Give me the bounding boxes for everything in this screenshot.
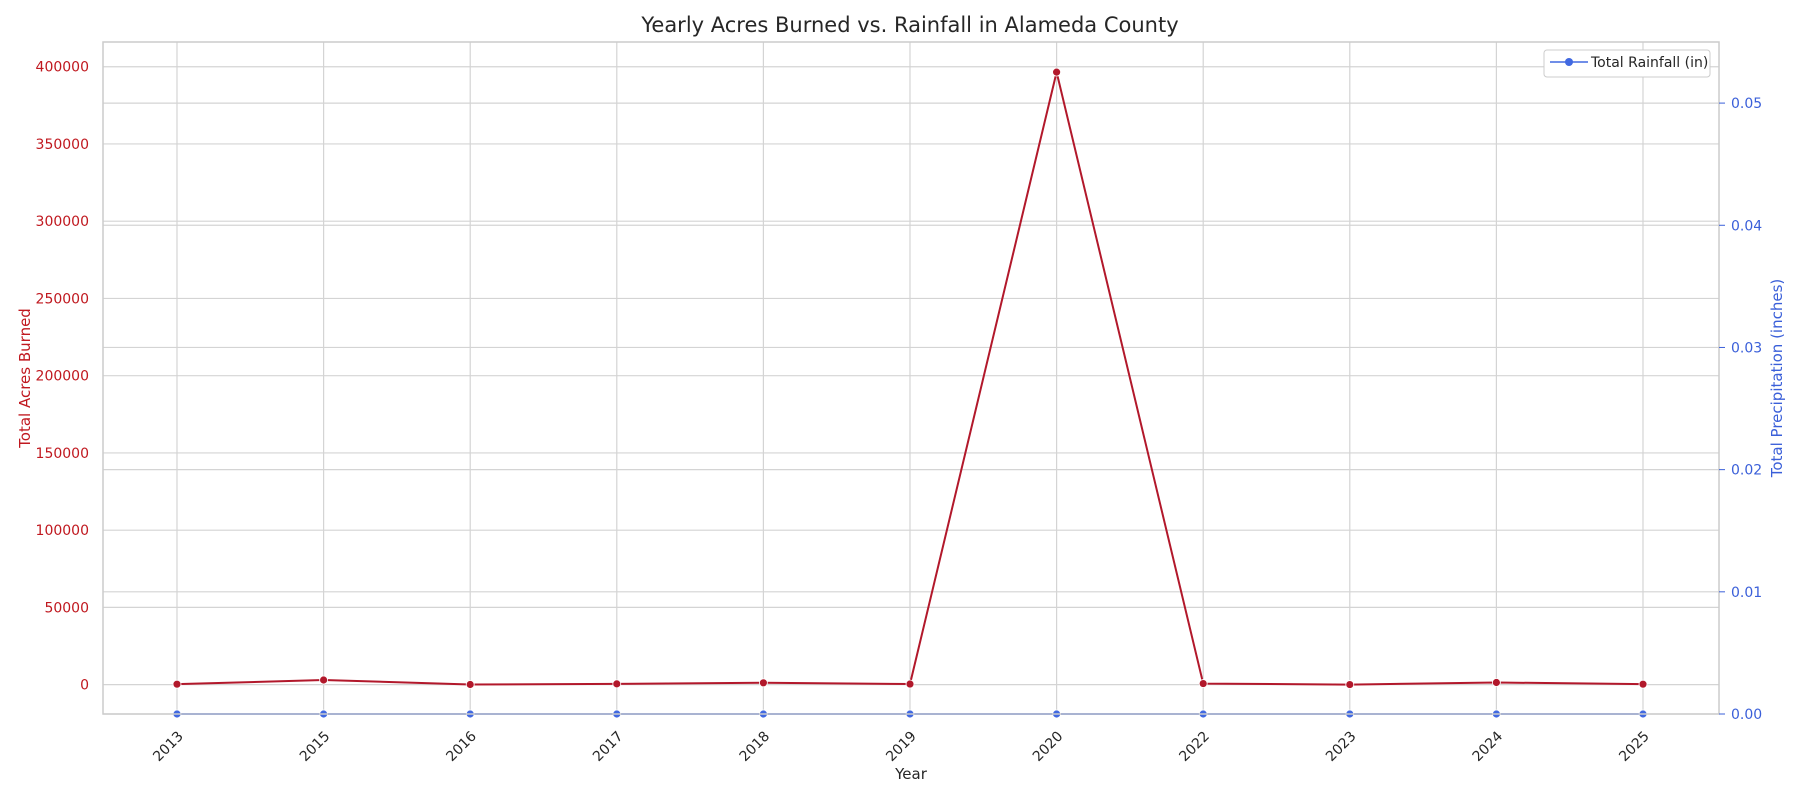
series-0-point — [1492, 678, 1501, 687]
left-tick-label: 50000 — [44, 600, 89, 616]
x-tick-label: 2017 — [590, 728, 627, 765]
x-tick-label: 2025 — [1616, 728, 1653, 765]
right-tick-label: 0.00 — [1731, 707, 1762, 723]
right-tick-label: 0.02 — [1731, 463, 1762, 479]
x-tick-label: 2013 — [150, 728, 187, 765]
chart-title: Yearly Acres Burned vs. Rainfall in Alam… — [640, 13, 1178, 37]
series-0-point — [319, 675, 329, 685]
left-tick-label: 350000 — [36, 137, 89, 153]
legend-label: Total Rainfall (in) — [1590, 55, 1708, 71]
plot-frame — [102, 41, 1720, 715]
series-0-point — [759, 678, 768, 688]
x-tick-label: 2018 — [737, 728, 774, 765]
series-0-point — [1198, 679, 1208, 688]
left-tick-label: 400000 — [36, 60, 89, 76]
legend-box — [1543, 49, 1711, 78]
x-tick-label: 2016 — [443, 728, 480, 765]
series-0-point — [612, 679, 622, 689]
right-axis-label: Total Precipitation (inches) — [1768, 279, 1786, 479]
right-tick-label: 0.04 — [1731, 218, 1762, 234]
series-0-point — [1638, 679, 1648, 689]
right-tick-label: 0.05 — [1731, 96, 1762, 112]
x-tick-label: 2023 — [1323, 728, 1360, 765]
series-0-point — [465, 680, 475, 689]
left-axis-label: Total Acres Burned — [16, 308, 34, 449]
x-tick-label: 2019 — [883, 728, 920, 765]
x-axis-label: Year — [894, 765, 928, 783]
x-tick-label: 2024 — [1470, 728, 1507, 765]
left-tick-label: 150000 — [36, 446, 89, 462]
left-tick-label: 0 — [80, 678, 89, 694]
x-tick-label: 2020 — [1030, 728, 1067, 765]
series-0-point — [905, 679, 915, 689]
x-axis-ticks: 2013 2015 2016 2017 2018 2019 2020 2022 2023 2024… — [150, 728, 1653, 765]
x-tick-label: 2015 — [297, 728, 334, 765]
right-axis-ticks: 0.00 0.01 0.02 0.03 0.04 0.05 — [1719, 96, 1762, 723]
left-tick-label: 100000 — [36, 523, 89, 539]
right-tick-label: 0.03 — [1731, 340, 1762, 356]
right-tick-label: 0.01 — [1731, 585, 1762, 601]
legend: Total Rainfall (in) — [1543, 49, 1711, 78]
left-tick-label: 250000 — [36, 291, 89, 307]
x-tick-label: 2022 — [1176, 728, 1213, 765]
left-tick-label: 200000 — [36, 369, 89, 385]
left-tick-label: 300000 — [36, 214, 89, 230]
series-0-point — [1345, 680, 1355, 689]
left-axis-ticks: 0 50000 100000 150000 200000 250000 300000 3500… — [36, 60, 89, 694]
legend-marker — [1565, 58, 1573, 66]
series-0-point — [1052, 67, 1061, 77]
series-0-point — [172, 679, 182, 689]
grid — [103, 42, 1719, 715]
